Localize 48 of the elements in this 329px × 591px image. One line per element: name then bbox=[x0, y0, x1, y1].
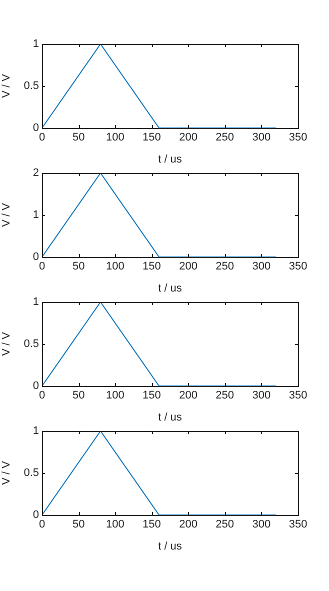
x-tick-label: 150 bbox=[142, 518, 161, 531]
y-tick-label: 1 bbox=[32, 296, 39, 308]
y-tick-label: 0.5 bbox=[24, 80, 39, 92]
x-tick-label: 250 bbox=[216, 518, 234, 531]
x-tick-label: 350 bbox=[288, 132, 308, 144]
y-tick-label: 0.5 bbox=[24, 467, 39, 480]
y-tick-label: 2 bbox=[32, 167, 39, 180]
y-tick-label: 0 bbox=[32, 251, 39, 264]
x-tick-label: 300 bbox=[252, 518, 271, 531]
x-tick-label: 50 bbox=[72, 132, 85, 144]
y-tick-label: 1 bbox=[32, 38, 39, 50]
x-tick-label: 100 bbox=[106, 518, 124, 531]
x-tick-label: 150 bbox=[142, 260, 161, 273]
x-tick-label: 100 bbox=[106, 260, 124, 273]
x-tick-label: 250 bbox=[216, 390, 234, 402]
x-tick-label: 150 bbox=[142, 390, 161, 402]
y-tick-label: 0 bbox=[32, 509, 39, 522]
x-tick-label: 50 bbox=[72, 518, 85, 531]
x-axis-title: t / us bbox=[158, 411, 182, 424]
x-tick-label: 100 bbox=[106, 132, 124, 144]
y-axis-title: V / V bbox=[0, 331, 13, 356]
x-tick-label: 50 bbox=[72, 390, 85, 402]
x-tick-label: 350 bbox=[288, 518, 308, 531]
x-tick-label: 200 bbox=[179, 390, 198, 402]
y-tick-label: 1 bbox=[32, 425, 39, 438]
x-tick-label: 200 bbox=[179, 132, 198, 144]
x-axis-title: t / us bbox=[158, 153, 182, 166]
x-tick-label: 300 bbox=[252, 390, 271, 402]
x-tick-label: 350 bbox=[288, 260, 308, 273]
x-tick-label: 100 bbox=[106, 390, 124, 402]
y-tick-label: 0 bbox=[32, 122, 39, 134]
x-tick-label: 300 bbox=[252, 260, 271, 273]
x-tick-label: 50 bbox=[72, 260, 85, 273]
y-tick-label: 1 bbox=[32, 209, 39, 222]
x-axis-title: t / us bbox=[158, 282, 182, 294]
y-tick-label: 0 bbox=[32, 380, 39, 392]
x-axis-title: t / us bbox=[158, 540, 182, 552]
y-axis-title: V / V bbox=[0, 202, 13, 227]
y-axis-title: V / V bbox=[0, 73, 13, 98]
x-tick-label: 250 bbox=[216, 260, 234, 273]
x-tick-label: 300 bbox=[252, 132, 271, 144]
x-tick-label: 150 bbox=[142, 132, 161, 144]
y-tick-label: 0.5 bbox=[24, 338, 39, 350]
x-tick-label: 200 bbox=[179, 260, 198, 273]
x-tick-label: 350 bbox=[288, 390, 308, 402]
x-tick-label: 250 bbox=[216, 132, 234, 144]
x-tick-label: 200 bbox=[179, 518, 198, 531]
y-axis-title: V / V bbox=[0, 460, 13, 485]
